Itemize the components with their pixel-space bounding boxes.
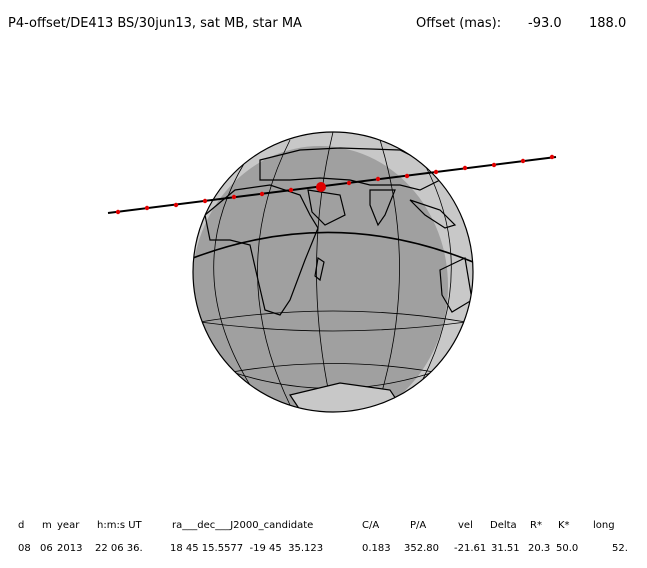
column-header: year [57,520,80,531]
column-header: h:m:s UT [97,520,143,531]
table-cell: 08 [18,543,31,554]
table-cell: 2013 [57,543,82,554]
offset-value: -93.0 [528,16,562,31]
table-cell: 0.183 [362,543,391,554]
column-header: C/A [362,520,379,531]
table-cell: 06 [40,543,53,554]
column-header: d [18,520,24,531]
table-cell: 31.51 [491,543,520,554]
offset-value: 188.0 [589,16,626,31]
shadow-path [107,154,557,215]
column-header: vel [458,520,473,531]
table-cell: -21.61 [454,543,486,554]
circumstances-table: d m year h:m:s UT ra___dec___J2000_candidate… [18,520,628,554]
column-header: R* [530,520,542,531]
globe [192,131,474,413]
table-cell: 20.3 [528,543,550,554]
column-header: Delta [490,520,517,531]
column-header: long [593,520,615,531]
table-cell: 18 45 15.5577 -19 45 35.123 [170,543,323,554]
table-cell: 50.0 [556,543,578,554]
title: P4-offset/DE413 BS/30jun13, sat MB, star… [8,16,302,31]
offset-label: Offset (mas): [416,16,501,31]
column-header: K* [558,520,570,531]
column-header: m [42,520,52,531]
table-cell: 352.80 [404,543,439,554]
table-cell: 52. [612,543,628,554]
table-cell: 22 06 36. [95,543,143,554]
column-header: ra___dec___J2000_candidate [172,520,313,531]
column-header: P/A [410,520,426,531]
